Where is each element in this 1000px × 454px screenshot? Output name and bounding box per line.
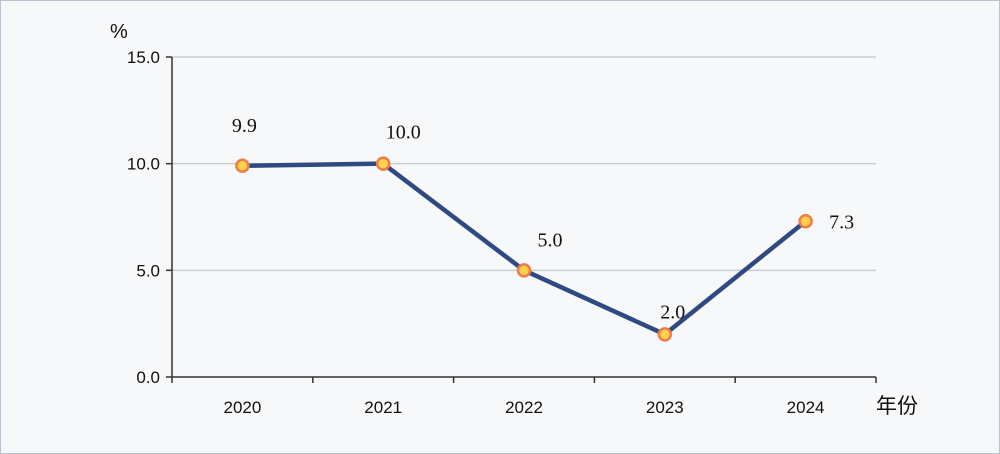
data-point xyxy=(798,214,813,229)
x-unit-label: 年份 xyxy=(876,394,918,418)
data-point xyxy=(235,158,250,174)
x-tick-label: 2023 xyxy=(646,398,684,417)
data-point xyxy=(516,263,532,278)
y-unit-label: % xyxy=(110,21,128,43)
data-label: 10.0 xyxy=(386,122,421,144)
data-label: 9.9 xyxy=(232,115,257,137)
y-tick-label: 10.0 xyxy=(127,155,160,174)
x-tick-label: 2021 xyxy=(364,398,402,417)
data-label: 5.0 xyxy=(538,229,563,251)
x-tick-label: 2022 xyxy=(505,398,543,417)
data-label: 7.3 xyxy=(829,211,854,233)
y-tick-label: 5.0 xyxy=(136,261,160,280)
x-tick-label: 2024 xyxy=(787,398,825,417)
data-point xyxy=(657,327,673,342)
x-tick-label: 2020 xyxy=(223,398,261,417)
data-point xyxy=(375,156,391,171)
data-label: 2.0 xyxy=(660,301,685,323)
series-line xyxy=(240,161,808,337)
y-tick-label: 0.0 xyxy=(136,368,160,387)
y-tick-label: 15.0 xyxy=(127,48,160,67)
